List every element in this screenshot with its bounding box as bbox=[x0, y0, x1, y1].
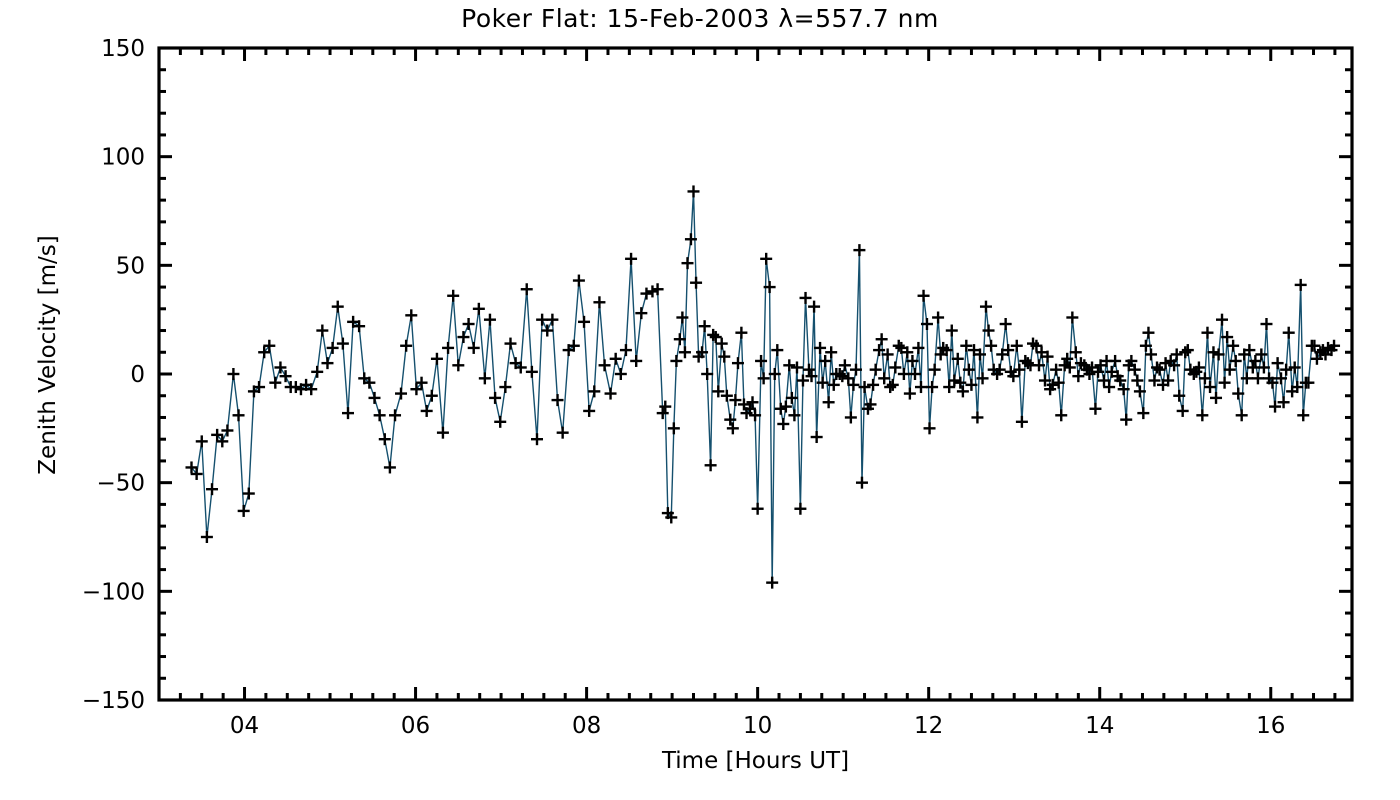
svg-text:12: 12 bbox=[914, 713, 943, 739]
svg-text:16: 16 bbox=[1256, 713, 1285, 739]
axis-ticks bbox=[157, 46, 1352, 702]
svg-text:08: 08 bbox=[572, 713, 601, 739]
svg-text:150: 150 bbox=[101, 36, 145, 62]
svg-text:06: 06 bbox=[401, 713, 430, 739]
page-title: Poker Flat: 15-Feb-2003 λ=557.7 nm bbox=[461, 4, 939, 33]
svg-text:04: 04 bbox=[230, 713, 259, 739]
svg-text:50: 50 bbox=[116, 253, 145, 279]
svg-text:14: 14 bbox=[1085, 713, 1114, 739]
svg-text:−100: −100 bbox=[82, 579, 145, 605]
svg-text:−50: −50 bbox=[96, 471, 145, 497]
svg-text:0: 0 bbox=[130, 362, 145, 388]
x-axis-label: Time [Hours UT] bbox=[661, 748, 850, 774]
svg-text:−150: −150 bbox=[82, 688, 145, 714]
data-point-markers bbox=[185, 185, 1341, 589]
plot-frame bbox=[157, 46, 1354, 702]
axis-tick-labels: 04 06 08 10 12 14 16 −150 −100 −50 0 50 100 150 bbox=[82, 36, 1286, 739]
svg-text:100: 100 bbox=[101, 145, 145, 171]
svg-text:10: 10 bbox=[743, 713, 772, 739]
